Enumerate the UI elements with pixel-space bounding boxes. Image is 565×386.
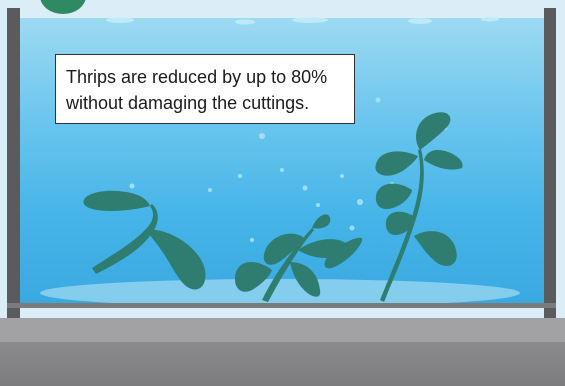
cutting-icon — [234, 214, 363, 302]
tank-base-top — [0, 318, 565, 342]
logo-badge-icon — [40, 0, 86, 14]
bubble-icon — [129, 97, 447, 242]
tank-wall-left — [7, 8, 20, 342]
cutting-icon — [83, 190, 206, 290]
water-surface — [106, 16, 499, 25]
floor-glow — [40, 279, 520, 307]
tank-wall-right — [544, 8, 556, 342]
info-text: Thrips are reduced by up to 80% without … — [66, 67, 328, 113]
tank-floor — [7, 303, 556, 308]
cutting-icon — [375, 112, 463, 302]
info-callout: Thrips are reduced by up to 80% without … — [55, 54, 355, 124]
